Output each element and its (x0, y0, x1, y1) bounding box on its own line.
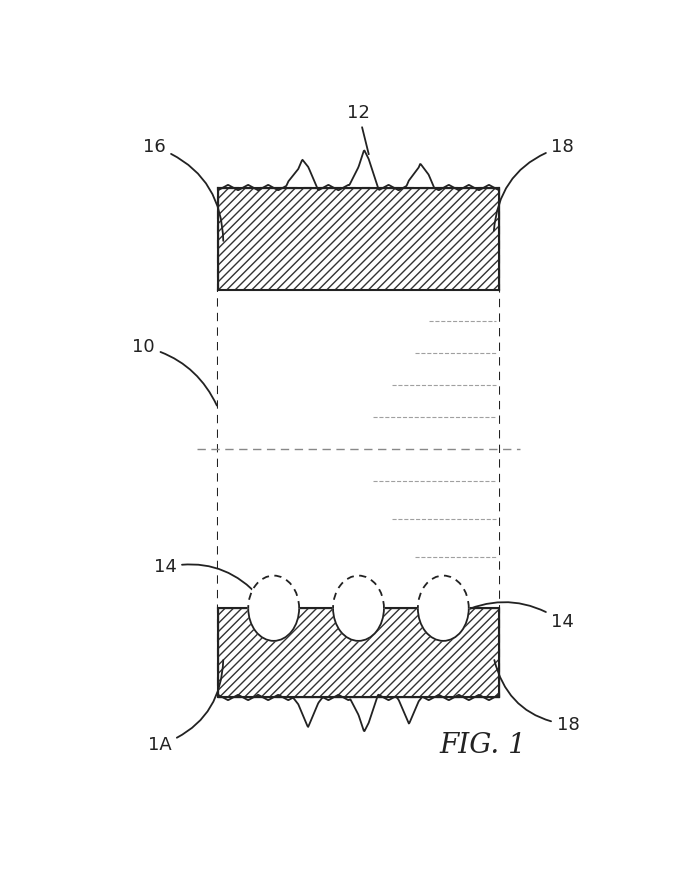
Text: 18: 18 (495, 660, 579, 734)
Text: 14: 14 (458, 602, 574, 630)
Text: FIG. 1: FIG. 1 (440, 732, 527, 758)
Circle shape (333, 576, 384, 641)
Polygon shape (218, 290, 499, 608)
Polygon shape (218, 187, 499, 290)
Text: 12: 12 (347, 104, 370, 155)
Text: 1A: 1A (148, 660, 223, 754)
Text: 18: 18 (494, 138, 574, 230)
Text: 14: 14 (154, 558, 259, 596)
Polygon shape (218, 608, 499, 698)
Circle shape (248, 576, 299, 641)
Circle shape (418, 576, 469, 641)
Text: 10: 10 (133, 338, 217, 405)
Text: 16: 16 (143, 138, 223, 241)
